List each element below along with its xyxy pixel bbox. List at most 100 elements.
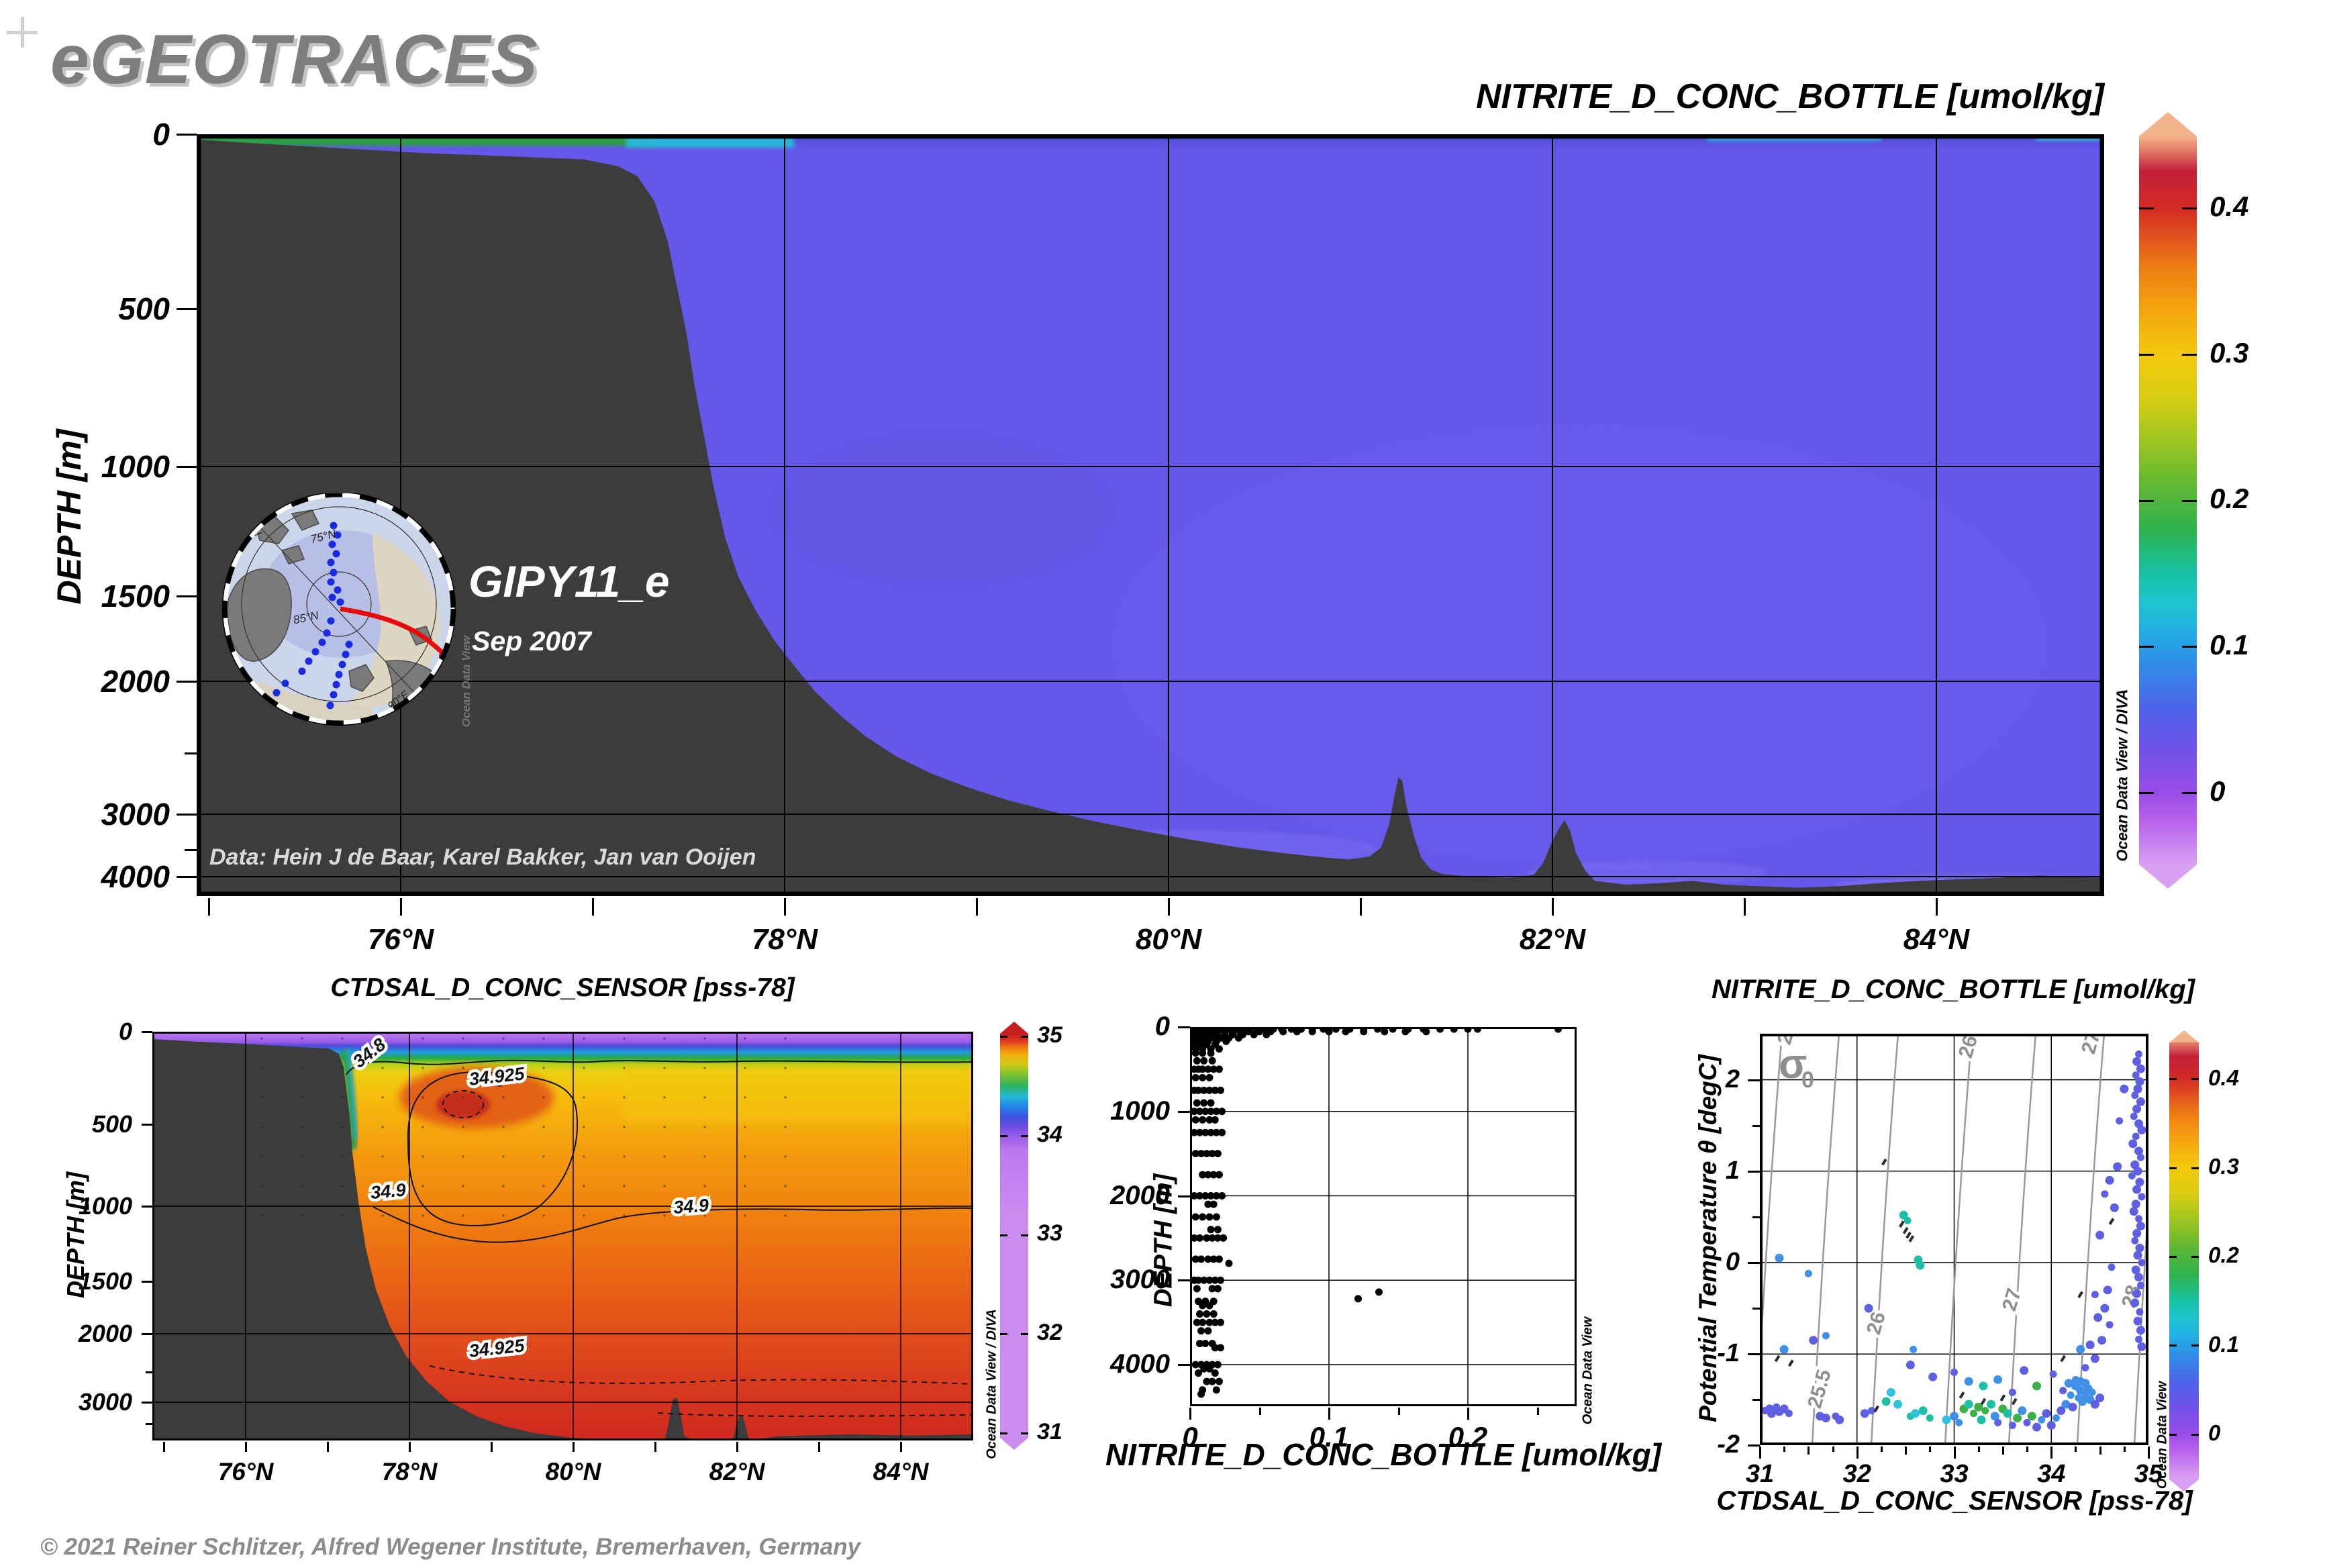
data-point	[2081, 1364, 2089, 1372]
axis-tick	[2169, 1078, 2177, 1081]
main-colorbar-tick-label: 0.1	[2210, 629, 2249, 661]
station-dot	[332, 550, 340, 558]
main-colorbar-tick-label: 0.4	[2210, 190, 2249, 222]
data-point	[2135, 1050, 2143, 1058]
data-point	[1194, 1276, 1202, 1284]
data-point	[2131, 1199, 2140, 1209]
sigma-label: 25.5	[1803, 1367, 1836, 1411]
data-point	[1205, 1073, 1214, 1081]
axis-tick	[2182, 792, 2197, 795]
data-point	[1193, 1318, 1201, 1326]
station-dot	[328, 540, 336, 548]
data-point	[1204, 1200, 1212, 1208]
data-point	[2052, 1414, 2060, 1422]
axis-tick	[1759, 1447, 1761, 1459]
data-point	[1204, 1327, 1212, 1335]
sal-y-tick-label: 1500	[78, 1267, 132, 1295]
data-point	[1193, 1285, 1201, 1293]
data-dot	[542, 1126, 545, 1128]
axis-tick	[1832, 1447, 1834, 1452]
data-dot	[583, 1037, 585, 1040]
main-x-tick-label: 82°N	[1519, 923, 1586, 956]
main-plot-title: NITRITE_D_CONC_BOTTLE [umol/kg]	[1475, 77, 2104, 116]
data-dot	[502, 1214, 505, 1217]
data-point	[1916, 1261, 1925, 1270]
data-dash	[2077, 1291, 2084, 1298]
field-light-patch	[1109, 423, 2049, 866]
section-name: GIPY11_e	[468, 556, 670, 606]
data-point	[1201, 1192, 1209, 1199]
data-point	[2135, 1177, 2144, 1187]
data-point	[1886, 1387, 1895, 1397]
data-point	[2131, 1091, 2139, 1099]
station-dot	[327, 578, 335, 586]
data-point	[2136, 1064, 2145, 1073]
data-point	[2032, 1422, 2042, 1432]
data-point	[1191, 1073, 1199, 1081]
ts-y-tick-label: 2	[1725, 1065, 1740, 1093]
axis-tick	[1752, 1308, 1760, 1310]
data-point	[2059, 1387, 2067, 1395]
axis-tick	[1000, 1036, 1007, 1038]
data-point	[1208, 1377, 1216, 1385]
data-dot	[703, 1155, 706, 1158]
data-point	[2067, 1391, 2075, 1399]
data-point	[2064, 1379, 2073, 1388]
mid-y-tick-label: 4000	[1110, 1349, 1170, 1379]
data-point	[1204, 1171, 1212, 1179]
data-dot	[341, 1185, 344, 1187]
data-point	[2088, 1388, 2096, 1396]
data-dot	[301, 1037, 303, 1040]
station-dot	[328, 593, 336, 601]
axis-tick	[1000, 1234, 1007, 1236]
axis-tick	[409, 1442, 411, 1452]
data-point	[1215, 1377, 1223, 1385]
data-point	[1209, 1255, 1218, 1263]
data-point	[2136, 1097, 2145, 1106]
axis-tick	[2191, 1255, 2199, 1258]
data-dot	[422, 1037, 424, 1040]
data-point	[1244, 1028, 1252, 1036]
data-dot	[462, 1037, 464, 1040]
data-point	[2134, 1273, 2144, 1282]
data-dot	[663, 1067, 666, 1069]
data-point	[2135, 1215, 2143, 1223]
data-dot	[462, 1126, 464, 1128]
axis-tick	[1000, 1134, 1007, 1137]
data-point	[1207, 1049, 1215, 1057]
station-dot	[326, 701, 334, 709]
data-point	[1209, 1310, 1218, 1318]
sal-y-tick-label: 3000	[78, 1388, 132, 1416]
data-point	[2020, 1366, 2029, 1375]
data-dot	[422, 1214, 424, 1217]
data-point	[1208, 1150, 1216, 1158]
axis-tick	[142, 1333, 152, 1335]
data-point	[1191, 1361, 1199, 1369]
scatter-points	[1761, 1050, 2146, 1432]
main-x-tick-label: 84°N	[1903, 923, 1970, 956]
sal-x-tick-label: 78°N	[381, 1458, 438, 1485]
data-dot	[301, 1067, 303, 1069]
data-dot	[663, 1155, 666, 1158]
ts-colorbar-tick-label: 0	[2208, 1420, 2221, 1446]
station-dot	[298, 667, 306, 675]
mid-odv-credit: Ocean Data View	[1580, 1316, 1595, 1425]
station-dot	[305, 657, 313, 665]
sal-x-tick-label: 84°N	[873, 1458, 929, 1485]
data-point	[1215, 1045, 1223, 1053]
axis-tick	[1748, 1079, 1760, 1081]
data-point	[1308, 1028, 1316, 1036]
main-x-tick-label: 78°N	[751, 923, 818, 956]
data-point	[2071, 1375, 2079, 1383]
data-dot	[301, 1126, 303, 1128]
data-point	[2046, 1420, 2056, 1430]
axis-tick	[1178, 1110, 1190, 1113]
data-dot	[583, 1096, 585, 1099]
data-point	[2008, 1388, 2016, 1396]
data-point	[2133, 1316, 2142, 1326]
axis-tick	[1856, 1447, 1859, 1459]
salinity-contours	[346, 1059, 973, 1417]
axis-tick	[2001, 1447, 2004, 1455]
data-point	[1207, 1192, 1215, 1199]
data-point	[1201, 1128, 1209, 1136]
